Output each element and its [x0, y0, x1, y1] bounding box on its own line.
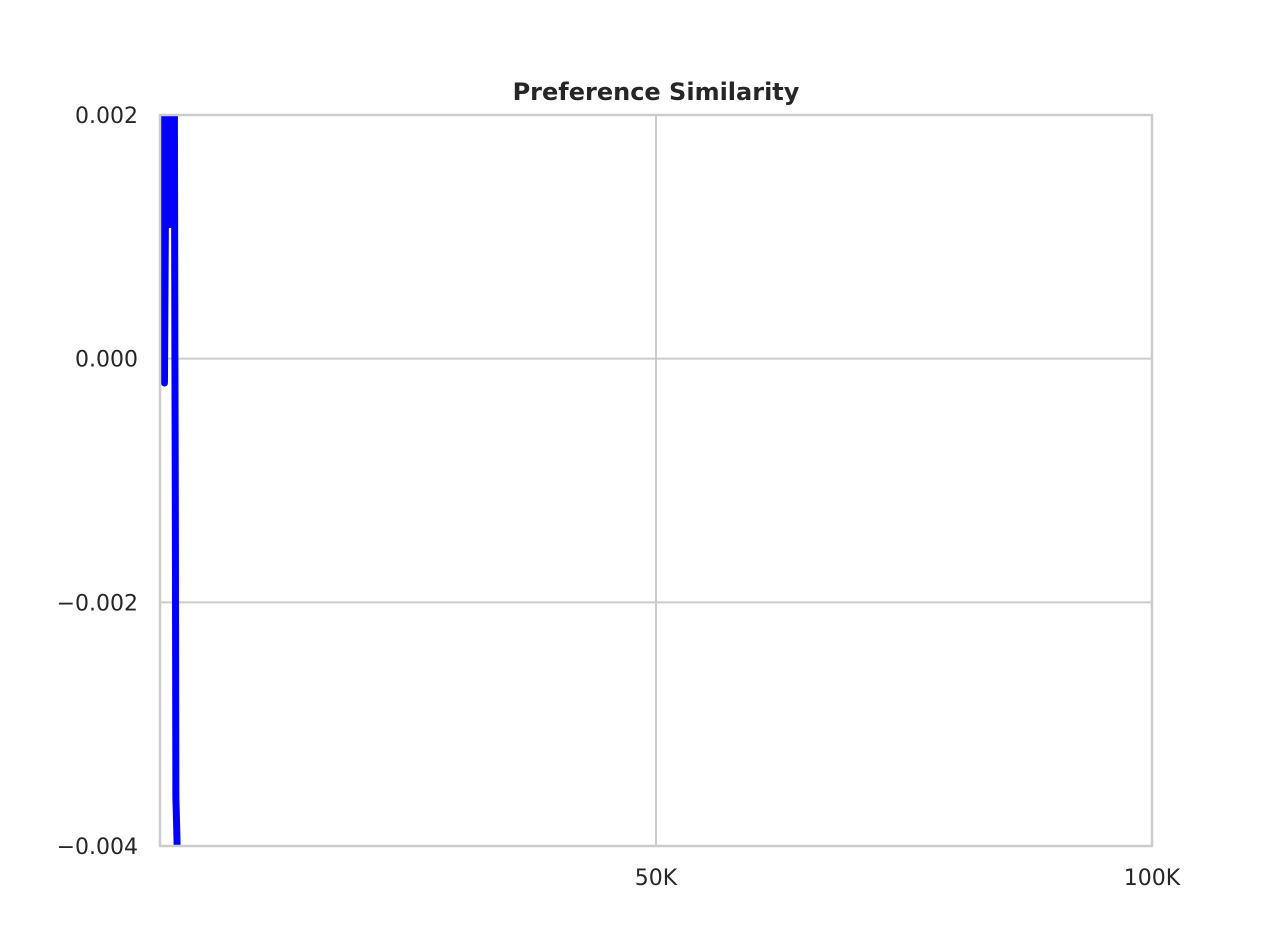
grid-lines — [160, 114, 1153, 847]
x-tick-label: 50K — [635, 866, 678, 891]
y-tick-label: 0.002 — [75, 104, 138, 129]
plot-frame — [158, 113, 1154, 848]
y-axis: 0.002 0.000 −0.002 −0.004 — [57, 104, 138, 860]
x-tick-label: 100K — [1124, 866, 1181, 891]
series-layer — [160, 115, 181, 846]
y-tick-label: −0.002 — [57, 591, 138, 616]
chart-title: Preference Similarity — [513, 78, 800, 106]
y-tick-label: 0.000 — [75, 348, 138, 373]
series-line — [160, 115, 181, 846]
y-tick-label: −0.004 — [57, 835, 138, 860]
x-axis: 50K 100K — [635, 866, 1181, 891]
